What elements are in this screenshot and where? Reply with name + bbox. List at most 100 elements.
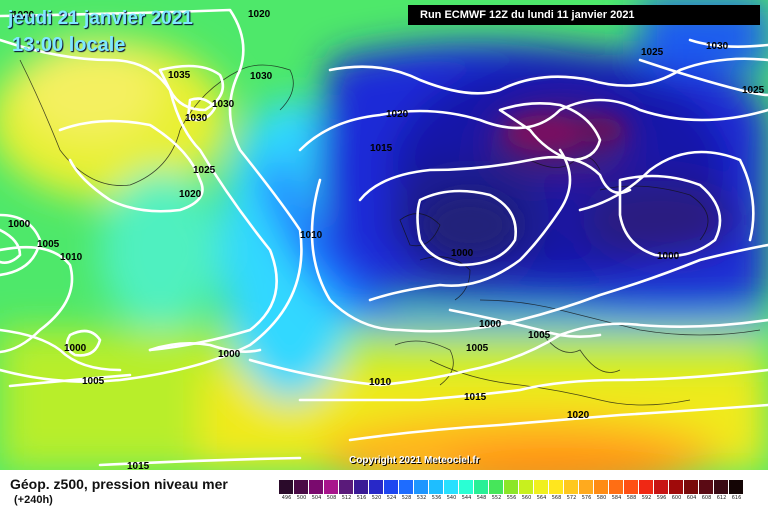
isobar-label: 1030 (706, 41, 729, 52)
legend-cell: 504 (309, 480, 324, 502)
legend-cell: 604 (684, 480, 699, 502)
legend-tick-label: 536 (431, 495, 442, 501)
legend-tick-label: 516 (356, 495, 367, 501)
legend-swatch (639, 480, 654, 494)
legend-swatch (684, 480, 699, 494)
legend-cell: 512 (339, 480, 354, 502)
legend-tick-label: 512 (341, 495, 352, 501)
isobar-label: 1000 (218, 349, 241, 360)
legend-tick-label: 508 (326, 495, 337, 501)
map-footer: Géop. z500, pression niveau mer (+240h) … (0, 470, 768, 512)
model-run-info: Run ECMWF 12Z du lundi 11 janvier 2021 (408, 5, 760, 25)
isobar-label: 1020 (179, 189, 202, 200)
legend-tick-label: 576 (581, 495, 592, 501)
legend-swatch (309, 480, 324, 494)
legend-cell: 544 (459, 480, 474, 502)
legend-swatch (729, 480, 744, 494)
legend-cell: 516 (354, 480, 369, 502)
legend-swatch (459, 480, 474, 494)
legend-tick-label: 568 (551, 495, 562, 501)
map-title: Géop. z500, pression niveau mer (10, 476, 228, 492)
legend-swatch (549, 480, 564, 494)
isobar-label: 1020 (567, 410, 590, 421)
legend-tick-label: 596 (656, 495, 667, 501)
color-scale-legend: 496 500 504 508 512 516 520 524 528 532 536 540 544 5… (279, 480, 744, 502)
legend-swatch (339, 480, 354, 494)
legend-tick-label: 532 (416, 495, 427, 501)
isobar-label: 1010 (369, 377, 392, 388)
isobar-label: 1015 (464, 392, 487, 403)
legend-cell: 572 (564, 480, 579, 502)
legend-tick-label: 572 (566, 495, 577, 501)
legend-tick-label: 616 (731, 495, 742, 501)
legend-swatch (714, 480, 729, 494)
legend-swatch (429, 480, 444, 494)
legend-tick-label: 580 (596, 495, 607, 501)
isobar-label: 1010 (300, 230, 323, 241)
legend-cell: 592 (639, 480, 654, 502)
legend-cell: 508 (324, 480, 339, 502)
legend-tick-label: 544 (461, 495, 472, 501)
legend-swatch (564, 480, 579, 494)
legend-cell: 600 (669, 480, 684, 502)
isobar-label: 1030 (185, 113, 208, 124)
legend-swatch (519, 480, 534, 494)
isobar-label: 1000 (479, 319, 502, 330)
copyright-text: Copyright 2021 Meteociel.fr (349, 455, 480, 466)
legend-cell: 496 (279, 480, 294, 502)
isobar-label: 1025 (641, 47, 664, 58)
isobar-label: 1000 (8, 219, 31, 230)
legend-tick-label: 524 (386, 495, 397, 501)
legend-swatch (534, 480, 549, 494)
legend-cell: 540 (444, 480, 459, 502)
legend-tick-label: 592 (641, 495, 652, 501)
legend-swatch (489, 480, 504, 494)
isobar-label: 1030 (250, 71, 273, 82)
legend-tick-label: 504 (311, 495, 322, 501)
isobar-label: 1005 (37, 239, 60, 250)
legend-swatch (354, 480, 369, 494)
legend-swatch (669, 480, 684, 494)
legend-cell: 608 (699, 480, 714, 502)
legend-cell: 560 (519, 480, 534, 502)
legend-cell: 556 (504, 480, 519, 502)
isobars (0, 8, 768, 467)
legend-tick-label: 540 (446, 495, 457, 501)
isobar-labels: 1020 1020 1035 1030 1030 1030 1025 1020 … (8, 9, 765, 470)
legend-tick-label: 500 (296, 495, 307, 501)
legend-swatch (414, 480, 429, 494)
legend-tick-label: 608 (701, 495, 712, 501)
legend-tick-label: 612 (716, 495, 727, 501)
legend-tick-label: 552 (491, 495, 502, 501)
isobar-label: 1020 (12, 10, 35, 21)
legend-swatch (399, 480, 414, 494)
legend-cell: 536 (429, 480, 444, 502)
legend-tick-label: 496 (281, 495, 292, 501)
legend-swatch (504, 480, 519, 494)
legend-tick-label: 548 (476, 495, 487, 501)
isobar-label: 1000 (64, 343, 87, 354)
isobar-label: 1000 (657, 251, 680, 262)
legend-swatch (384, 480, 399, 494)
legend-cell: 548 (474, 480, 489, 502)
legend-swatch (474, 480, 489, 494)
legend-swatch (444, 480, 459, 494)
legend-cell: 532 (414, 480, 429, 502)
legend-tick-label: 588 (626, 495, 637, 501)
forecast-lead-time: (+240h) (14, 494, 53, 506)
isobar-label: 1005 (82, 376, 105, 387)
legend-swatch (579, 480, 594, 494)
legend-swatch (699, 480, 714, 494)
legend-cell: 500 (294, 480, 309, 502)
legend-cell: 576 (579, 480, 594, 502)
legend-swatch (294, 480, 309, 494)
isobar-label: 1015 (370, 143, 393, 154)
isobar-label: 1005 (466, 343, 489, 354)
weather-map: 1020 1020 1035 1030 1030 1030 1025 1020 … (0, 0, 768, 470)
legend-swatch (279, 480, 294, 494)
legend-tick-label: 604 (686, 495, 697, 501)
legend-cell: 520 (369, 480, 384, 502)
legend-cell: 596 (654, 480, 669, 502)
legend-cell: 524 (384, 480, 399, 502)
